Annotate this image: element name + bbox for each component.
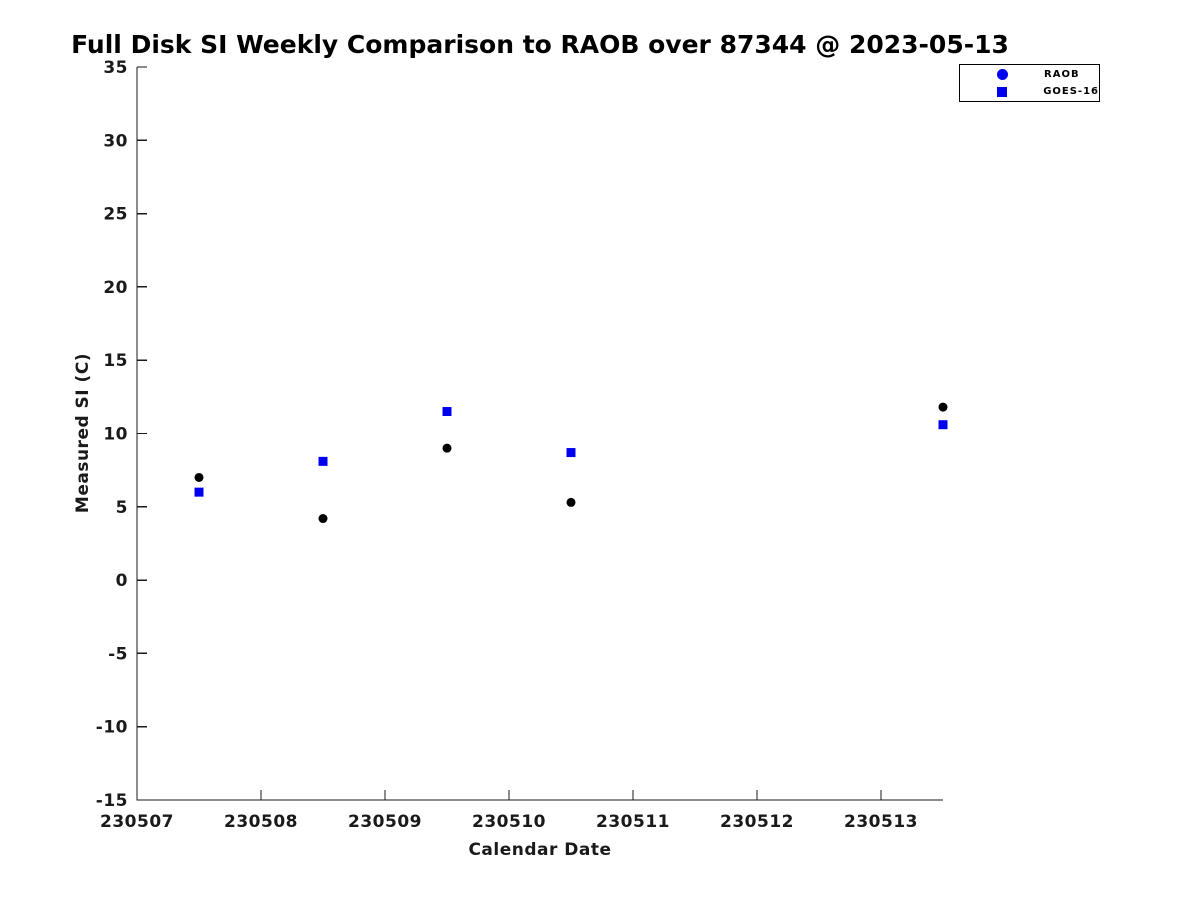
x-tick-label: 230513 [844, 812, 918, 832]
raob-circle-marker-icon [996, 69, 1008, 80]
legend-marker-cell [960, 69, 1044, 80]
y-axis-label: Measured SI (C) [73, 353, 93, 513]
data-points [194, 402, 948, 524]
raob-marker [938, 402, 948, 412]
legend-item-raob: RAOB [960, 67, 1099, 82]
x-tick-label: 230511 [596, 812, 670, 832]
y-tick-label: 10 [103, 425, 128, 445]
x-tick-label: 230510 [472, 812, 546, 832]
goes-16-marker [442, 407, 452, 417]
y-tick-label: 35 [103, 58, 128, 78]
goes-16-marker [318, 456, 328, 466]
y-tick-label: 5 [116, 498, 128, 518]
x-tick-label: 230507 [100, 812, 174, 832]
y-tick-label: 20 [103, 278, 128, 298]
y-tick-label: 30 [103, 131, 128, 151]
x-tick-label: 230512 [720, 812, 794, 832]
legend-label-goes-16: GOES-16 [1043, 86, 1099, 97]
chart-title: Full Disk SI Weekly Comparison to RAOB o… [71, 30, 1009, 59]
x-tick-label: 230509 [348, 812, 422, 832]
y-tick-label: -10 [96, 718, 128, 738]
legend-marker-cell [960, 86, 1043, 97]
legend: RAOB GOES-16 [959, 64, 1100, 102]
y-tick-label: -5 [108, 644, 128, 664]
goes-16-square-marker-icon [996, 86, 1007, 97]
raob-marker [442, 443, 452, 453]
y-tick-label: 0 [116, 571, 128, 591]
y-tick-label: 25 [103, 205, 128, 225]
axis-spine [136, 67, 943, 801]
raob-marker [566, 497, 576, 507]
y-tick-label: 15 [103, 351, 128, 371]
axes: -15 -10 -5 0 5 10 15 20 25 30 35 230507 230508 230509… [96, 58, 943, 832]
goes-16-marker [566, 448, 576, 458]
x-tick-label: 230508 [224, 812, 298, 832]
y-tick-label: -15 [96, 791, 128, 811]
raob-marker [318, 514, 328, 524]
goes-16-marker [938, 420, 948, 430]
raob-marker [194, 472, 204, 482]
legend-label-raob: RAOB [1044, 69, 1080, 80]
legend-item-goes-16: GOES-16 [960, 84, 1099, 99]
x-axis-label: Calendar Date [468, 840, 611, 860]
goes-16-marker [194, 487, 204, 497]
